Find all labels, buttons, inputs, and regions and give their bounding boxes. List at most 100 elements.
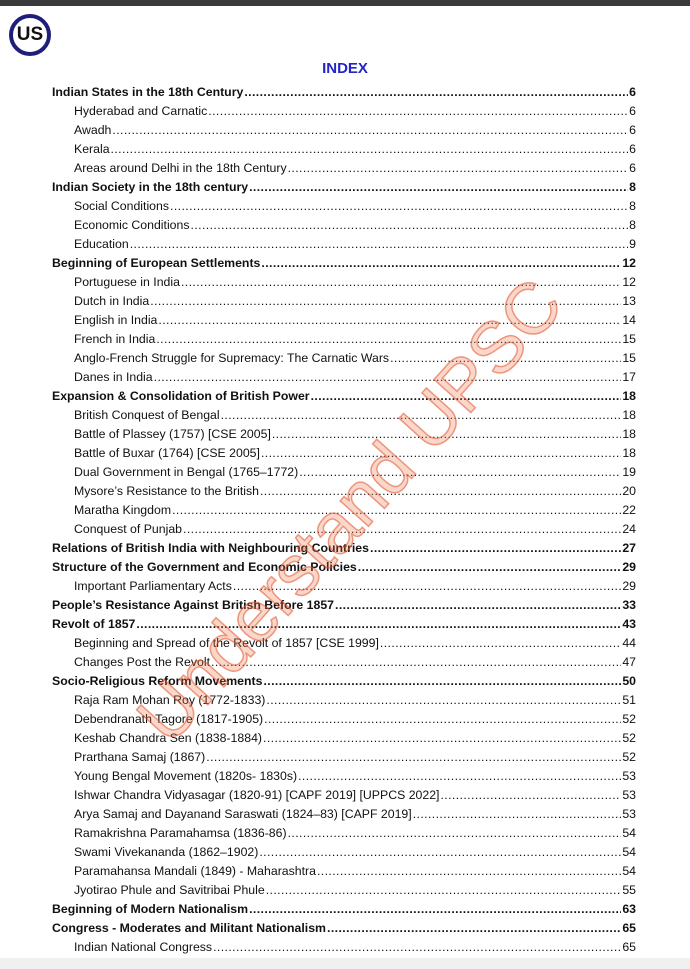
toc-section[interactable]: Education 9	[52, 234, 636, 253]
toc-section[interactable]: Mysore’s Resistance to the British 20	[52, 481, 636, 500]
toc-section[interactable]: Changes Post the Revolt 47	[52, 652, 636, 671]
leader-dots	[170, 199, 628, 213]
entry-title: Congress - Moderates and Militant Nation…	[52, 920, 326, 935]
leader-dots	[136, 617, 621, 631]
toc-chapter[interactable]: Revolt of 1857 43	[52, 614, 636, 633]
toc-chapter[interactable]: Socio-Religious Reform Movements 50	[52, 671, 636, 690]
entry-title: Structure of the Government and Economic…	[52, 559, 357, 574]
entry-title: Keshab Chandra Sen (1838-1884)	[74, 730, 263, 745]
toc-section[interactable]: Dutch in India 13	[52, 291, 636, 310]
leader-dots	[208, 104, 628, 118]
toc-chapter[interactable]: Indian Society in the 18th century 8	[52, 177, 636, 196]
page-number: 47	[622, 654, 636, 669]
entry-title: Relations of British India with Neighbou…	[52, 540, 369, 555]
toc-chapter[interactable]: Beginning of European Settlements 12	[52, 253, 636, 272]
entry-title: Beginning and Spread of the Revolt of 18…	[74, 635, 379, 650]
page-number: 53	[622, 787, 636, 802]
leader-dots	[264, 712, 621, 726]
leader-dots	[154, 370, 622, 384]
toc-section[interactable]: English in India 14	[52, 310, 636, 329]
leader-dots	[130, 237, 628, 251]
entry-title: Beginning of European Settlements	[52, 255, 261, 270]
toc-chapter[interactable]: Relations of British India with Neighbou…	[52, 538, 636, 557]
toc-section[interactable]: Indian National Congress 65	[52, 937, 636, 956]
toc-section[interactable]: Dual Government in Bengal (1765–1772) 19	[52, 462, 636, 481]
entry-title: French in India	[74, 331, 156, 346]
entry-title: Hyderabad and Carnatic	[74, 103, 208, 118]
entry-title: Education	[74, 236, 129, 251]
toc-section[interactable]: Prarthana Samaj (1867) 52	[52, 747, 636, 766]
toc-section[interactable]: Beginning and Spread of the Revolt of 18…	[52, 633, 636, 652]
toc-section[interactable]: Jyotirao Phule and Savitribai Phule 55	[52, 880, 636, 899]
toc-chapter[interactable]: Congress - Moderates and Militant Nation…	[52, 918, 636, 937]
page-number: 6	[629, 160, 636, 175]
toc-section[interactable]: Danes in India 17	[52, 367, 636, 386]
leader-dots	[259, 845, 621, 859]
page-number: 29	[622, 578, 636, 593]
toc-chapter[interactable]: People’s Resistance Against British Befo…	[52, 595, 636, 614]
toc-section[interactable]: Maratha Kingdom 22	[52, 500, 636, 519]
toc-section[interactable]: Hyderabad and Carnatic 6	[52, 101, 636, 120]
entry-title: Social Conditions	[74, 198, 170, 213]
leader-dots	[299, 465, 621, 479]
page-number: 55	[622, 882, 636, 897]
toc-section[interactable]: Portuguese in India 12	[52, 272, 636, 291]
leader-dots	[440, 788, 621, 802]
page-number: 8	[629, 217, 636, 232]
toc-section[interactable]: Anglo-French Struggle for Supremacy: The…	[52, 348, 636, 367]
leader-dots	[358, 560, 622, 574]
toc-section[interactable]: Keshab Chandra Sen (1838-1884) 52	[52, 728, 636, 747]
toc-section[interactable]: Conquest of Punjab 24	[52, 519, 636, 538]
page-number: 65	[622, 920, 636, 935]
toc-section[interactable]: Important Parliamentary Acts 29	[52, 576, 636, 595]
page-number: 43	[622, 616, 636, 631]
toc-section[interactable]: Swami Vivekananda (1862–1902) 54	[52, 842, 636, 861]
toc-section[interactable]: British Conquest of Bengal 18	[52, 405, 636, 424]
page-number: 52	[622, 730, 636, 745]
toc-section[interactable]: Ishwar Chandra Vidyasagar (1820-91) [CAP…	[52, 785, 636, 804]
toc-section[interactable]: Arya Samaj and Dayanand Saraswati (1824–…	[52, 804, 636, 823]
toc-section[interactable]: Awadh 6	[52, 120, 636, 139]
page-number: 24	[622, 521, 636, 536]
entry-title: Indian States in the 18th Century	[52, 84, 244, 99]
toc-chapter[interactable]: Structure of the Government and Economic…	[52, 557, 636, 576]
bottom-bar	[0, 958, 690, 969]
toc-section[interactable]: Areas around Delhi in the 18th Century 6	[52, 158, 636, 177]
toc-section[interactable]: Raja Ram Mohan Roy (1772-1833) 51	[52, 690, 636, 709]
page-number: 9	[629, 236, 636, 251]
page-number: 18	[622, 445, 636, 460]
page-number: 17	[622, 369, 636, 384]
toc-section[interactable]: Young Bengal Movement (1820s- 1830s) 53	[52, 766, 636, 785]
toc-section[interactable]: Battle of Plassey (1757) [CSE 2005] 18	[52, 424, 636, 443]
entry-title: Socio-Religious Reform Movements	[52, 673, 263, 688]
entry-title: Dutch in India	[74, 293, 150, 308]
page-number: 19	[622, 464, 636, 479]
page-number: 54	[622, 844, 636, 859]
toc-section[interactable]: Social Conditions 8	[52, 196, 636, 215]
toc-section[interactable]: Economic Conditions 8	[52, 215, 636, 234]
toc-chapter[interactable]: Beginning of Modern Nationalism 63	[52, 899, 636, 918]
toc-section[interactable]: Kerala 6	[52, 139, 636, 158]
toc-chapter[interactable]: Indian States in the 18th Century 6	[52, 82, 636, 101]
page-number: 44	[622, 635, 636, 650]
entry-title: Dual Government in Bengal (1765–1772)	[74, 464, 299, 479]
entry-title: Ishwar Chandra Vidyasagar (1820-91) [CAP…	[74, 787, 440, 802]
entry-title: Mysore’s Resistance to the British	[74, 483, 259, 498]
leader-dots	[288, 161, 629, 175]
page-number: 18	[622, 407, 636, 422]
leader-dots	[311, 389, 622, 403]
page-number: 12	[622, 274, 636, 289]
entry-title: Portuguese in India	[74, 274, 180, 289]
toc-section[interactable]: French in India 15	[52, 329, 636, 348]
leader-dots	[249, 180, 628, 194]
toc-section[interactable]: Ramakrishna Paramahamsa (1836-86) 54	[52, 823, 636, 842]
toc-section[interactable]: Paramahansa Mandali (1849) - Maharashtra…	[52, 861, 636, 880]
toc-chapter[interactable]: Expansion & Consolidation of British Pow…	[52, 386, 636, 405]
leader-dots	[370, 541, 621, 555]
page-number: 54	[622, 825, 636, 840]
entry-title: Beginning of Modern Nationalism	[52, 901, 249, 916]
leader-dots	[288, 826, 622, 840]
toc-section[interactable]: Debendranath Tagore (1817-1905) 52	[52, 709, 636, 728]
toc-section[interactable]: Battle of Buxar (1764) [CSE 2005] 18	[52, 443, 636, 462]
entry-title: Jyotirao Phule and Savitribai Phule	[74, 882, 265, 897]
